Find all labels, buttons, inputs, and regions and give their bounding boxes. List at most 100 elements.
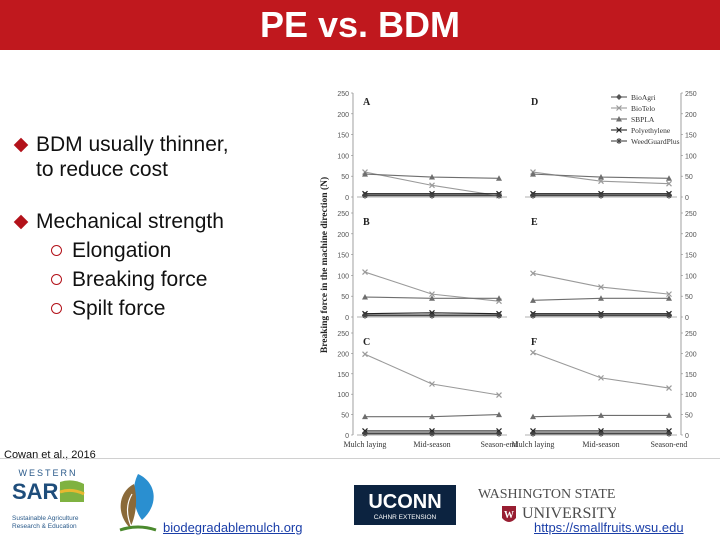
y-axis-label: Breaking force in the machine direction …	[319, 177, 330, 353]
diamond-bullet-icon	[12, 213, 30, 231]
circle-bullet-icon	[51, 303, 62, 314]
wsu-logo: WASHINGTON STATE W UNIVERSITY	[478, 487, 616, 522]
data-point	[666, 385, 672, 392]
tick-label: 250	[337, 91, 349, 98]
tick-label: 200	[685, 112, 697, 119]
data-point	[429, 192, 435, 199]
data-point	[616, 138, 622, 144]
data-point	[429, 312, 435, 319]
x-tick-label: Season-end	[651, 440, 688, 449]
circle-bullet-icon	[51, 245, 62, 256]
sub-bullet-list: Elongation Breaking force Spilt force	[12, 236, 302, 323]
data-point	[598, 192, 604, 199]
data-point	[429, 430, 435, 437]
sub-bullet-item: Breaking force	[12, 265, 302, 294]
data-point	[429, 291, 435, 298]
panel-label: D	[531, 97, 538, 108]
tick-label: 100	[337, 392, 349, 399]
tick-label: 200	[337, 112, 349, 119]
tick-label: 250	[685, 91, 697, 98]
sare-sub-text: Research & Education	[12, 523, 77, 530]
biodegradable-mulch-link[interactable]: biodegradablemulch.org	[163, 520, 303, 535]
data-point	[429, 381, 435, 387]
data-point	[616, 127, 622, 133]
tick-label: 50	[685, 294, 693, 301]
data-point	[530, 413, 536, 420]
series-line	[532, 272, 670, 295]
tick-label: 100	[337, 153, 349, 160]
tick-label: 100	[685, 153, 697, 160]
panel-label: A	[363, 97, 371, 108]
legend-entry: BioAgri	[631, 93, 656, 102]
sare-top-text: WESTERN	[19, 468, 78, 478]
data-point	[362, 413, 368, 420]
legend-entry: Polyethylene	[631, 126, 671, 135]
svg-text:W: W	[504, 510, 514, 521]
tick-label: 50	[685, 174, 693, 181]
x-tick-label: Season-end	[481, 440, 518, 449]
legend-entry: SBPLA	[631, 115, 655, 124]
tick-label: 0	[345, 315, 349, 322]
uconn-logo: UCONN CAHNR EXTENSION	[354, 485, 456, 525]
data-point	[666, 291, 672, 298]
tick-label: 0	[345, 433, 349, 440]
data-point	[496, 430, 502, 437]
tick-label: 200	[685, 232, 697, 239]
uconn-sub-text: CAHNR EXTENSION	[374, 514, 437, 521]
breaking-force-chart: Breaking force in the machine direction …	[319, 91, 697, 449]
data-point	[429, 182, 435, 189]
data-point	[496, 411, 502, 418]
tick-label: 200	[337, 232, 349, 239]
circle-bullet-icon	[51, 274, 62, 285]
data-point	[598, 295, 604, 301]
data-point	[530, 192, 536, 199]
data-point	[598, 174, 604, 180]
data-point	[530, 349, 536, 356]
bullet-text: to reduce cost	[36, 158, 168, 181]
data-point	[429, 174, 435, 180]
data-point	[362, 294, 368, 300]
sub-bullet-text: Elongation	[72, 239, 172, 262]
panel-label: C	[363, 337, 370, 348]
data-point	[530, 430, 536, 437]
tick-label: 100	[337, 273, 349, 280]
tick-label: 0	[685, 433, 689, 440]
diamond-bullet-icon	[12, 136, 30, 154]
data-point	[362, 171, 368, 177]
sub-bullet-text: Spilt force	[72, 297, 166, 320]
data-point	[616, 105, 622, 111]
panel-label: E	[531, 217, 538, 228]
bullet-item: BDM usually thinner, to reduce cost	[12, 132, 302, 182]
tick-label: 50	[685, 413, 693, 420]
legend-entry: WeedGuardPlus	[631, 137, 680, 146]
bullet-item: Mechanical strength	[12, 209, 302, 234]
tick-label: 100	[685, 273, 697, 280]
sare-sub-text: Sustainable Agriculture	[12, 515, 79, 522]
data-point	[530, 312, 536, 319]
tick-label: 150	[337, 133, 349, 140]
data-point	[666, 175, 672, 181]
biodegradable-mulch-logo	[119, 474, 157, 532]
slide-title: PE vs. BDM	[0, 0, 720, 50]
data-point	[598, 374, 604, 381]
tick-label: 50	[341, 413, 349, 420]
footer-divider	[0, 458, 720, 459]
bullet-text: Mechanical strength	[36, 210, 224, 233]
x-tick-label: Mid-season	[413, 440, 450, 449]
tick-label: 250	[337, 331, 349, 338]
data-point	[666, 430, 672, 437]
data-point	[530, 171, 536, 177]
wsu-line2-text: UNIVERSITY	[522, 505, 616, 522]
tick-label: 50	[341, 294, 349, 301]
data-point	[598, 412, 604, 418]
legend-entry: BioTelo	[631, 104, 655, 113]
tick-label: 250	[685, 331, 697, 338]
wsu-smallfruits-link[interactable]: https://smallfruits.wsu.edu	[534, 520, 684, 535]
citation: Cowan et al., 2016	[4, 449, 96, 461]
data-point	[666, 180, 672, 187]
data-point	[496, 295, 502, 301]
tick-label: 150	[685, 253, 697, 260]
x-tick-label: Mulch laying	[512, 440, 555, 449]
data-point	[362, 269, 368, 275]
data-point	[616, 116, 622, 122]
